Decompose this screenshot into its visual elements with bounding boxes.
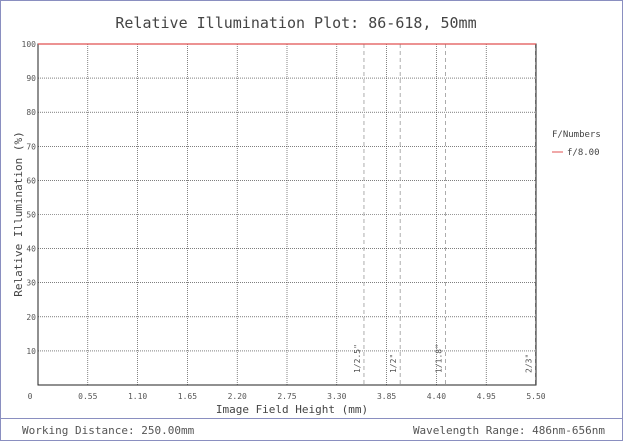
x-tick-label: 3.30 xyxy=(327,392,346,401)
x-tick-label: 3.85 xyxy=(377,392,396,401)
tick-labels: 0 0.55 1.10 1.65 2.20 2.75 3.30 3.85 4.40 4.95 5.5… xyxy=(22,40,546,401)
y-tick-label: 10 xyxy=(26,347,36,356)
x-tick-label: 5.50 xyxy=(526,392,545,401)
x-tick-label: 4.40 xyxy=(427,392,446,401)
y-tick-label: 40 xyxy=(26,245,36,254)
chart-title: Relative Illumination Plot: 86-618, 50mm xyxy=(115,14,476,32)
x-tick-label: 2.20 xyxy=(228,392,247,401)
wavelength-range-text: Wavelength Range: 486nm-656nm xyxy=(412,424,605,437)
sensor-marker-label: 2/3" xyxy=(525,354,534,373)
x-tick-label: 2.75 xyxy=(277,392,296,401)
sensor-marker-label: 1/1.8" xyxy=(434,344,443,373)
y-tick-label: 70 xyxy=(26,142,36,151)
x-tick-label: 4.95 xyxy=(477,392,496,401)
y-tick-label: 30 xyxy=(26,279,36,288)
footer-divider xyxy=(0,418,623,419)
x-tick-label: 1.65 xyxy=(178,392,197,401)
x-axis-label: Image Field Height (mm) xyxy=(216,403,368,416)
y-tick-label: 50 xyxy=(26,211,36,220)
y-tick-label: 60 xyxy=(26,176,36,185)
legend-title: F/Numbers xyxy=(552,130,601,140)
y-tick-label: 20 xyxy=(26,313,36,322)
sensor-marker-label: 1/2" xyxy=(389,354,398,373)
grid xyxy=(38,44,536,385)
x-tick-label: 0.55 xyxy=(78,392,97,401)
y-tick-label: 90 xyxy=(26,74,36,83)
working-distance-text: Working Distance: 250.00mm xyxy=(22,424,195,437)
x-tick-label: 1.10 xyxy=(128,392,147,401)
legend-entry-label: f/8.00 xyxy=(567,148,600,158)
y-tick-label: 80 xyxy=(26,108,36,117)
x-tick-label: 0 xyxy=(28,392,33,401)
y-tick-label: 100 xyxy=(22,40,37,49)
y-axis-label: Relative Illumination (%) xyxy=(12,131,25,297)
sensor-marker-label: 1/2.5" xyxy=(353,344,362,373)
